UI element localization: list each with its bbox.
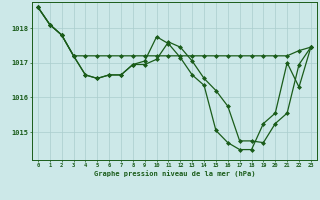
X-axis label: Graphe pression niveau de la mer (hPa): Graphe pression niveau de la mer (hPa): [94, 170, 255, 177]
